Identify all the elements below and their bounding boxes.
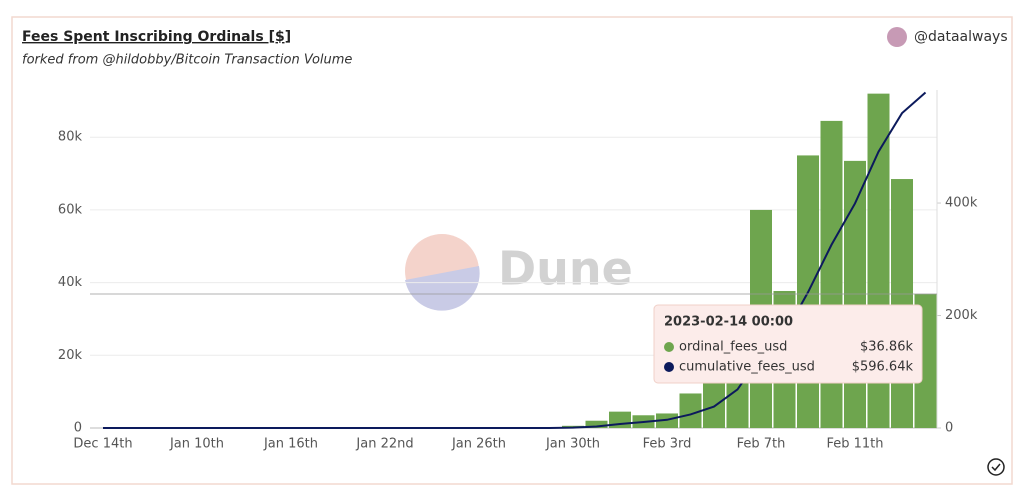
x-tick-label: Jan 26th: [451, 437, 506, 452]
y-tick-label: 0: [74, 421, 82, 436]
x-tick-label: Feb 11th: [826, 437, 883, 452]
x-tick-label: Jan 16th: [263, 437, 318, 452]
y-tick-label: 20k: [58, 348, 83, 363]
tooltip-title: 2023-02-14 00:00: [664, 315, 793, 330]
x-tick-label: Jan 30th: [545, 437, 600, 452]
x-tick-label: Feb 3rd: [643, 437, 692, 452]
bar: [703, 377, 725, 428]
y-tick-label: 60k: [58, 202, 83, 217]
plot: 0 20k 40k 60k 80k 0 200k 400k Dec 14th Jan 10th Ja…: [58, 90, 978, 452]
x-tick-label: Jan 22nd: [355, 437, 413, 452]
y-tick-label: 80k: [58, 130, 83, 145]
tooltip-value: $36.86k: [860, 340, 913, 355]
x-tick-label: Jan 10th: [169, 437, 224, 452]
bar: [679, 393, 702, 428]
bar: [585, 420, 608, 428]
bar: [891, 179, 913, 428]
watermark: Dune: [405, 234, 633, 311]
tooltip-name: cumulative_fees_usd: [679, 360, 815, 375]
tooltip-name: ordinal_fees_usd: [679, 340, 787, 355]
author: @dataalways: [914, 29, 1008, 45]
check-icon[interactable]: [987, 458, 1005, 476]
watermark-logo: [405, 266, 480, 311]
tooltip-value: $596.64k: [852, 360, 914, 375]
x-tick-label: Feb 7th: [737, 437, 786, 452]
y-tick-label: 40k: [58, 275, 83, 290]
chart-subtitle: forked from @hildobby/Bitcoin Transactio…: [22, 53, 352, 68]
avatar: [887, 27, 907, 47]
tooltip-box: [653, 304, 923, 384]
tooltip-swatch: [664, 342, 674, 352]
tooltip-swatch: [664, 362, 674, 372]
tooltip: 2023-02-14 00:00 ordinal_fees_usd $36.86k c…: [653, 304, 923, 384]
chart-title: Fees Spent Inscribing Ordinals [$]: [22, 29, 291, 45]
y2-tick-label: 200k: [945, 308, 978, 323]
y2-tick-label: 400k: [945, 196, 978, 211]
watermark-text: Dune: [498, 242, 633, 296]
check-icon: [991, 463, 1001, 472]
y2-tick-label: 0: [945, 421, 953, 436]
x-tick-label: Dec 14th: [73, 437, 132, 452]
